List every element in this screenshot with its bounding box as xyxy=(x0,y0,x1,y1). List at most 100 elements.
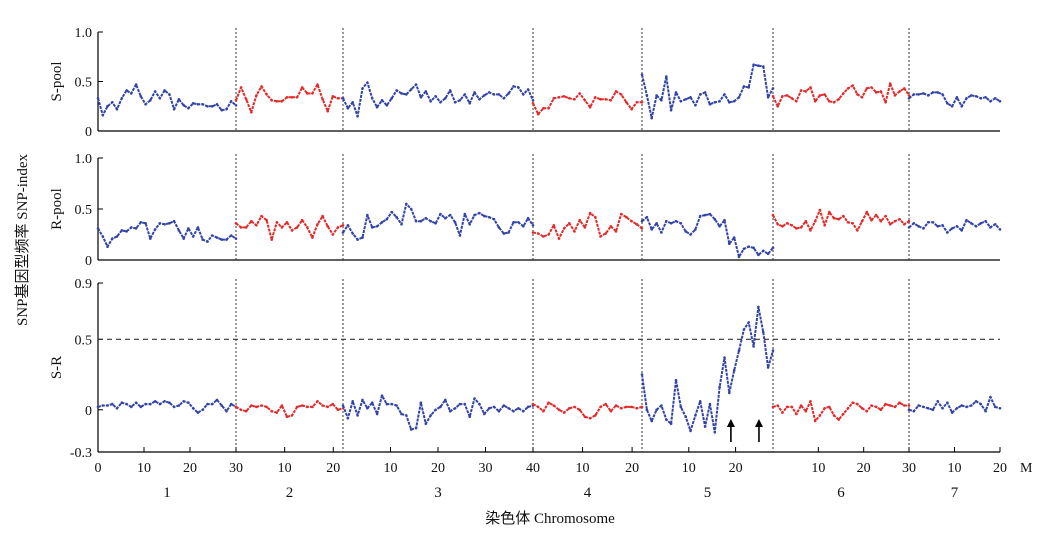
data-point xyxy=(250,219,253,223)
data-point xyxy=(120,401,124,405)
data-point xyxy=(385,104,389,107)
data-point xyxy=(625,101,628,104)
data-point xyxy=(645,94,649,97)
data-point xyxy=(260,214,263,218)
data-point xyxy=(837,98,840,101)
data-point xyxy=(669,222,673,225)
data-point xyxy=(191,407,195,410)
data-point xyxy=(912,409,916,413)
data-point xyxy=(453,221,457,224)
data-point xyxy=(229,402,233,406)
data-point xyxy=(361,87,364,90)
data-point xyxy=(655,408,658,412)
data-point xyxy=(522,93,525,96)
data-point xyxy=(531,99,535,102)
data-point xyxy=(295,226,299,229)
chromosome-label: 6 xyxy=(837,485,845,501)
data-point xyxy=(234,104,238,107)
data-point xyxy=(640,227,644,230)
data-point xyxy=(187,106,190,110)
data-point xyxy=(260,85,263,88)
data-point xyxy=(497,93,501,96)
data-point xyxy=(512,221,515,224)
data-point xyxy=(351,232,355,235)
data-point xyxy=(419,96,423,99)
data-point xyxy=(434,222,437,225)
data-point xyxy=(487,215,491,219)
data-point xyxy=(856,93,859,96)
series-line-chr5 xyxy=(641,305,774,434)
data-point xyxy=(785,94,789,97)
data-point xyxy=(478,98,481,101)
data-point xyxy=(275,100,279,103)
data-point xyxy=(950,105,954,108)
data-point xyxy=(884,402,887,406)
data-point xyxy=(708,212,712,216)
data-point xyxy=(950,411,954,414)
data-point xyxy=(708,103,712,106)
data-point xyxy=(630,405,633,409)
chromosome-label: 1 xyxy=(163,485,171,501)
x-tick-label: 10 xyxy=(682,461,696,476)
data-point xyxy=(893,405,897,409)
data-point xyxy=(139,221,143,224)
data-point xyxy=(326,405,330,409)
data-point xyxy=(604,98,607,101)
data-point xyxy=(536,405,540,409)
data-point xyxy=(635,223,639,226)
data-point xyxy=(790,224,794,227)
y-tick-label: 0 xyxy=(85,254,92,269)
data-point xyxy=(674,219,678,223)
data-point xyxy=(439,405,442,409)
data-point xyxy=(163,89,166,92)
data-point xyxy=(463,402,467,406)
data-point xyxy=(568,222,571,225)
data-point xyxy=(275,221,279,224)
data-point xyxy=(557,237,561,240)
data-point xyxy=(732,236,736,239)
data-point xyxy=(907,97,911,100)
data-point xyxy=(898,90,901,93)
data-point xyxy=(795,412,798,416)
data-point xyxy=(599,98,602,101)
data-point xyxy=(115,107,119,111)
data-point xyxy=(139,95,143,98)
data-point xyxy=(346,224,350,227)
data-point xyxy=(689,429,692,433)
data-point xyxy=(163,400,166,403)
data-point xyxy=(341,97,345,100)
data-point xyxy=(874,405,878,409)
data-point xyxy=(955,96,959,99)
panel-s-pool: 0 0.5 1.0 S-pool xyxy=(49,26,1002,140)
data-point xyxy=(356,414,359,417)
data-point xyxy=(903,223,906,226)
data-point xyxy=(429,219,433,223)
data-point xyxy=(804,219,808,223)
data-point xyxy=(619,407,623,410)
data-point xyxy=(860,407,864,410)
data-point xyxy=(144,222,147,225)
data-point xyxy=(809,86,812,89)
data-point xyxy=(747,321,750,324)
data-point xyxy=(907,94,911,97)
data-point xyxy=(444,398,447,402)
data-point xyxy=(405,202,408,206)
data-point xyxy=(907,408,911,412)
data-point xyxy=(771,246,775,250)
data-point xyxy=(781,225,784,228)
data-point xyxy=(912,222,916,225)
data-point xyxy=(674,378,678,382)
data-point xyxy=(453,407,457,410)
data-point xyxy=(728,242,731,245)
data-point xyxy=(168,93,171,96)
data-point xyxy=(823,93,826,96)
data-point xyxy=(321,98,324,101)
data-point xyxy=(419,219,423,223)
data-point xyxy=(177,404,181,407)
data-point xyxy=(225,409,228,413)
data-point xyxy=(492,217,496,221)
data-point xyxy=(507,231,510,234)
data-point xyxy=(239,86,243,89)
data-point xyxy=(926,94,930,97)
